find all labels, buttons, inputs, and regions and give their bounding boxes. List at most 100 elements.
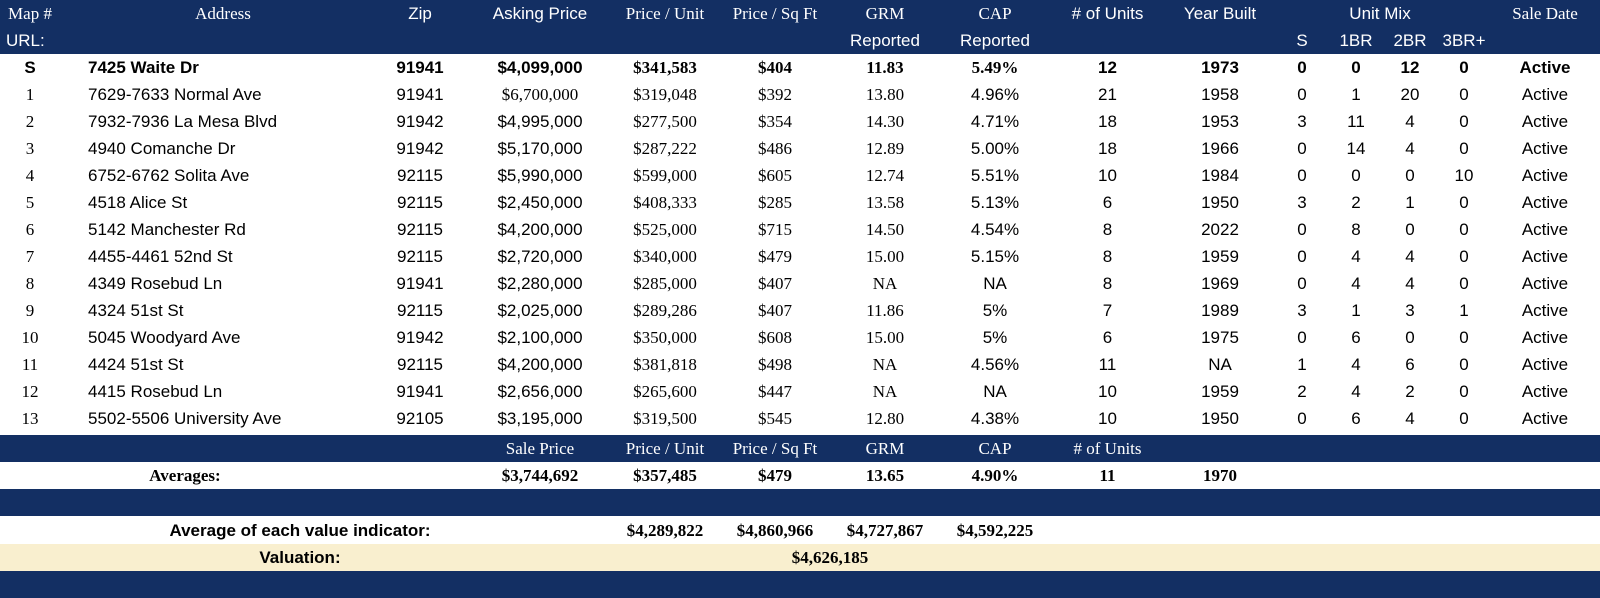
cell-price-sqft: $545: [758, 409, 792, 428]
cell-grm: 12.89: [865, 139, 905, 158]
table-row: 6 5142 Manchester Rd 92115 $4,200,000 $525,0…: [0, 216, 1600, 243]
value-indicator-row: Average of each value indicator: $4,289,…: [0, 517, 1600, 544]
cell-year-built: 2022: [1201, 220, 1239, 239]
cell-s: 3: [1297, 193, 1307, 212]
avg-price-unit: $357,485: [633, 466, 697, 485]
cell-map: 4: [25, 166, 35, 185]
cell-br3: 0: [1459, 112, 1469, 131]
table-row: 10 5045 Woodyard Ave 91942 $2,100,000 $350,0…: [0, 324, 1600, 351]
cell-asking-price: $2,280,000: [497, 274, 583, 293]
cell-price-unit: $525,000: [633, 220, 697, 239]
cell-s: 0: [1297, 274, 1307, 293]
cell-zip: 92115: [396, 166, 443, 185]
cell-address: 4324 51st St: [88, 301, 184, 320]
cell-units: 11: [1098, 355, 1117, 374]
cell-s: 0: [1297, 328, 1307, 347]
cell-units: 18: [1098, 139, 1117, 158]
cell-asking-price: $4,200,000: [497, 355, 583, 374]
cell-year-built: 1953: [1201, 112, 1239, 131]
cell-br2: 4: [1405, 112, 1415, 131]
cell-price-unit: $350,000: [633, 328, 697, 347]
cell-sale-date: Active: [1521, 112, 1569, 131]
unit-mix-s-header: S: [1296, 31, 1308, 50]
cell-cap: NA: [983, 382, 1007, 401]
cell-map: 8: [25, 274, 35, 293]
subject-asking-price: $4,099,000: [497, 58, 583, 77]
cell-grm: NA: [872, 382, 898, 401]
cell-year-built: 1959: [1201, 382, 1239, 401]
cell-zip: 92105: [396, 409, 444, 428]
cell-price-unit: $319,048: [633, 85, 697, 104]
cell-year-built: 1975: [1201, 328, 1239, 347]
cell-price-unit: $381,818: [633, 355, 697, 374]
cell-grm: 12.80: [865, 409, 905, 428]
valuation-value: $4,626,185: [791, 548, 869, 567]
cell-map: 11: [21, 355, 39, 374]
subject-row: S 7425 Waite Dr 91941 $4,099,000 $341,58…: [0, 54, 1600, 81]
cell-address: 5142 Manchester Rd: [88, 220, 246, 239]
cell-br1: 6: [1351, 409, 1361, 428]
cell-s: 0: [1297, 85, 1307, 104]
cell-br3: 0: [1459, 328, 1469, 347]
cell-asking-price: $2,656,000: [497, 382, 583, 401]
cell-units: 6: [1102, 193, 1113, 212]
cell-br3: 0: [1459, 382, 1469, 401]
cell-units: 10: [1098, 409, 1117, 428]
cell-br3: 0: [1459, 355, 1469, 374]
avg-units-header: # of Units: [1073, 439, 1142, 458]
cell-cap: 4.96%: [970, 85, 1020, 104]
subject-units: 12: [1098, 58, 1117, 77]
avg-year-built: 1970: [1203, 466, 1237, 485]
cell-s: 0: [1297, 409, 1307, 428]
footer-bar: [0, 571, 1600, 598]
cell-s: 2: [1297, 382, 1307, 401]
col-zip-header: Zip: [408, 4, 432, 23]
cell-price-sqft: $392: [758, 85, 792, 104]
cell-grm: 13.80: [865, 85, 905, 104]
cell-year-built: 1950: [1201, 193, 1239, 212]
cell-sale-date: Active: [1521, 193, 1569, 212]
cell-asking-price: $2,450,000: [497, 193, 583, 212]
cell-asking-price: $2,720,000: [497, 247, 583, 266]
cell-br2: 0: [1405, 166, 1415, 185]
avg-price-sqft-header: Price / Sq Ft: [732, 439, 818, 458]
indicator-price-sqft: $4,860,966: [736, 521, 814, 540]
cell-grm: NA: [872, 355, 898, 374]
cell-units: 21: [1098, 85, 1117, 104]
cell-year-built: 1966: [1201, 139, 1239, 158]
cell-br1: 14: [1346, 139, 1366, 158]
cell-zip: 91941: [396, 382, 444, 401]
cell-price-unit: $340,000: [633, 247, 697, 266]
indicator-cap: $4,592,225: [956, 521, 1034, 540]
cell-s: 0: [1297, 220, 1307, 239]
cell-price-unit: $599,000: [633, 166, 697, 185]
subject-grm: 11.83: [866, 58, 904, 77]
col-address-header: Address: [195, 4, 251, 23]
cell-address: 4940 Comanche Dr: [88, 139, 236, 158]
table-row: 1 7629-7633 Normal Ave 91941 $6,700,000 $319…: [0, 81, 1600, 108]
cell-map: 1: [25, 85, 35, 104]
cell-price-sqft: $605: [758, 166, 792, 185]
table-row: 9 4324 51st St 92115 $2,025,000 $289,286 $407…: [0, 297, 1600, 324]
col-units-header: # of Units: [1071, 4, 1144, 23]
cell-price-unit: $277,500: [633, 112, 697, 131]
cell-address: 4518 Alice St: [88, 193, 188, 212]
cell-sale-date: Active: [1521, 85, 1569, 104]
cell-br1: 11: [1347, 112, 1365, 131]
indicator-price-unit: $4,289,822: [626, 521, 704, 540]
cell-units: 10: [1098, 382, 1117, 401]
cell-grm: 13.58: [865, 193, 905, 212]
subject-sale-date: Active: [1519, 58, 1571, 77]
unit-mix-2br-header: 2BR: [1393, 31, 1427, 50]
cell-units: 10: [1098, 166, 1117, 185]
header-row-2: URL: Reported Reported S 1BR 2BR 3BR+: [0, 27, 1600, 54]
cell-cap: 5.00%: [970, 139, 1020, 158]
table-row: 7 4455-4461 52nd St 92115 $2,720,000 $340,00…: [0, 243, 1600, 270]
cell-sale-date: Active: [1521, 247, 1569, 266]
col-price-sqft-header: Price / Sq Ft: [732, 4, 818, 23]
cell-year-built: 1969: [1201, 274, 1239, 293]
cell-map: 9: [25, 301, 35, 320]
cell-br2: 4: [1405, 139, 1415, 158]
subject-zip: 91941: [396, 58, 444, 77]
cell-br2: 4: [1405, 274, 1415, 293]
